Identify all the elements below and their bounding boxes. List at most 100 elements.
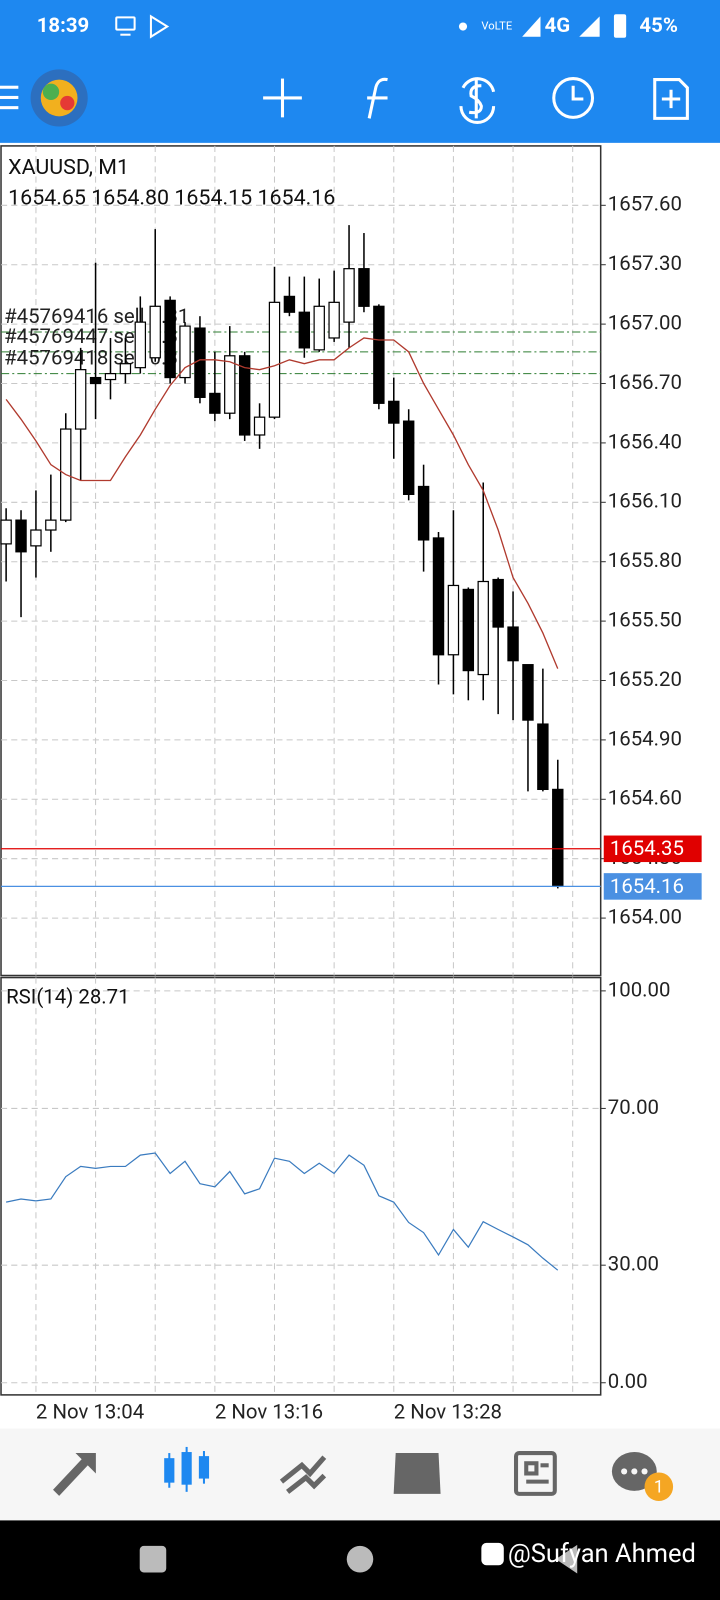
candle-body xyxy=(328,301,340,339)
y-tick-label: 1654.60 xyxy=(608,786,682,810)
candle-body xyxy=(253,416,266,436)
candle-body xyxy=(194,327,206,398)
battery-level: 45% xyxy=(639,13,677,37)
trade-tab[interactable] xyxy=(279,1455,327,1494)
price-tag xyxy=(603,835,702,863)
candle-body xyxy=(134,321,147,369)
y-tick-label: 30.00 xyxy=(608,1252,659,1276)
network-type: 4G xyxy=(545,13,571,37)
rsi-line xyxy=(5,1152,559,1271)
period-button[interactable] xyxy=(552,77,595,119)
trade-button[interactable] xyxy=(459,77,496,124)
candle-body xyxy=(209,392,221,414)
bottom-nav xyxy=(0,1428,720,1521)
facebook-icon xyxy=(481,1542,504,1566)
y-tick-label: 1656.70 xyxy=(608,370,682,394)
y-tick-label: 0.00 xyxy=(608,1369,648,1393)
notification-badge: 1 xyxy=(654,1477,664,1497)
rsi-panel xyxy=(0,976,602,1396)
order-label: #45769418 sell 0.31 xyxy=(4,346,189,370)
status-icons xyxy=(115,14,170,39)
y-tick-label: 1657.60 xyxy=(608,192,682,216)
candle-body xyxy=(298,311,311,349)
candle-body xyxy=(343,268,355,323)
app-logo[interactable] xyxy=(30,69,88,127)
price-panel xyxy=(0,145,602,977)
battery-icon xyxy=(613,14,627,38)
x-tick-label: 2 Nov 13:04 xyxy=(36,1400,144,1424)
candle-body xyxy=(537,723,549,791)
rsi-title: RSI(14) 28.71 xyxy=(6,984,129,1008)
candle-body xyxy=(15,519,27,553)
candle-body xyxy=(238,355,251,436)
candle-body xyxy=(45,519,57,531)
candle-body xyxy=(507,626,519,662)
candle-body xyxy=(552,788,564,888)
back-button[interactable] xyxy=(555,1544,578,1574)
rsi-layer: 0.00 30.00 70.00 100.00 xyxy=(5,977,671,1393)
candle-body xyxy=(373,305,385,404)
messages-tab[interactable]: 1 xyxy=(611,1452,674,1502)
candle-body xyxy=(0,519,12,545)
chart-tab[interactable] xyxy=(164,1446,210,1492)
y-tick-label: 1655.20 xyxy=(608,667,682,691)
y-tick-label: 1654.00 xyxy=(608,904,682,928)
price-tag-label: 1654.16 xyxy=(610,874,684,898)
y-tick-label: 100.00 xyxy=(608,977,671,1001)
candle-body xyxy=(492,578,504,628)
y-tick-label: 1657.30 xyxy=(608,251,682,275)
candle-body xyxy=(179,325,191,379)
news-tab[interactable] xyxy=(513,1451,557,1496)
price-layer: 1654.001654.301654.601654.901655.201655.… xyxy=(0,192,702,1424)
candle-body xyxy=(417,485,430,541)
signal-icon xyxy=(522,16,541,37)
candle-body xyxy=(268,301,281,418)
candle-body xyxy=(388,400,400,424)
candle-body xyxy=(462,588,475,672)
candle-body xyxy=(313,305,325,351)
volte-icon: VoLTE xyxy=(481,19,512,32)
recents-button[interactable] xyxy=(139,1545,167,1573)
y-tick-label: 1655.80 xyxy=(608,548,682,572)
y-tick-label: 1657.00 xyxy=(608,310,682,334)
candle-body xyxy=(164,299,176,379)
watermark: @Sufyan Ahmed xyxy=(508,1539,696,1569)
candle-body xyxy=(477,580,489,676)
candle-body xyxy=(30,529,42,547)
clock: 18:39 xyxy=(37,13,90,37)
x-tick-label: 2 Nov 13:16 xyxy=(215,1400,323,1424)
indicators-button[interactable] xyxy=(367,77,388,119)
x-tick-label: 2 Nov 13:28 xyxy=(394,1400,502,1424)
moving-average xyxy=(5,337,559,669)
price-tag xyxy=(603,873,702,900)
candle-body xyxy=(224,355,236,414)
menu-button[interactable] xyxy=(0,85,19,110)
y-tick-label: 1656.10 xyxy=(608,489,682,513)
candle-body xyxy=(74,369,87,430)
candle-body xyxy=(402,420,415,495)
candle-body xyxy=(358,268,370,307)
candle-body xyxy=(283,295,296,313)
history-tab[interactable] xyxy=(393,1453,441,1494)
price-tag-label: 1654.35 xyxy=(610,836,684,860)
candle-body xyxy=(432,537,445,656)
top-bar xyxy=(0,0,720,143)
crosshair-button[interactable] xyxy=(263,78,302,118)
new-order-button[interactable] xyxy=(653,78,689,120)
y-tick-label: 1654.90 xyxy=(608,726,682,750)
candle-body xyxy=(89,376,102,385)
y-tick-label: 1655.50 xyxy=(608,607,682,631)
y-tick-label: 70.00 xyxy=(608,1095,659,1119)
dot-icon xyxy=(458,22,468,31)
ohlc-readout: 1654.65 1654.80 1654.15 1654.16 xyxy=(8,186,335,211)
chart-title: XAUUSD, M1 xyxy=(8,155,129,180)
candle-body xyxy=(522,664,534,721)
y-tick-label: 1656.40 xyxy=(608,429,682,453)
home-button[interactable] xyxy=(346,1545,374,1573)
candle-body xyxy=(104,372,117,381)
candle-body xyxy=(447,584,460,656)
candle-body xyxy=(119,363,132,375)
